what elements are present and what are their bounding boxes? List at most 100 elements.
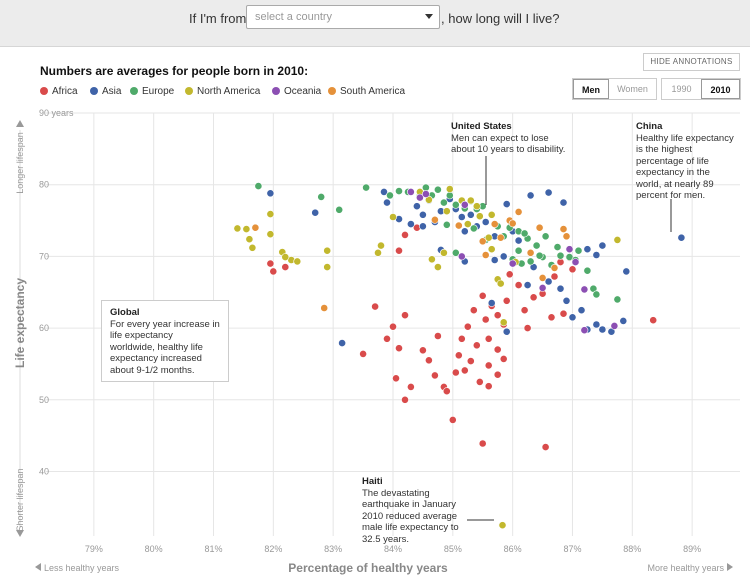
point-north-america: [323, 263, 332, 271]
legend-label: Europe: [142, 86, 175, 97]
point-asia: [460, 227, 469, 236]
point-europe: [451, 200, 460, 209]
x-tick-label: 80%: [145, 544, 163, 554]
point-north-america: [266, 230, 275, 239]
point-africa: [499, 354, 508, 363]
point-asia: [487, 299, 496, 307]
point-europe: [395, 187, 403, 195]
point-africa: [433, 332, 442, 340]
point-asia: [383, 198, 391, 207]
legend-item-south-america[interactable]: South America: [328, 86, 405, 97]
point-europe: [532, 241, 541, 250]
point-africa: [281, 263, 290, 271]
point-asia: [577, 306, 586, 315]
point-africa: [448, 415, 457, 424]
point-africa: [520, 306, 529, 315]
legend-item-north-america[interactable]: North America: [185, 86, 260, 97]
point-south-america: [496, 233, 505, 242]
annotation-text: Healthy life expectancy is the highest p…: [636, 132, 734, 202]
point-europe: [541, 232, 550, 241]
point-south-america: [454, 221, 463, 230]
top-bar: If I'm from select a country , how long …: [0, 0, 750, 47]
point-africa: [523, 324, 532, 332]
point-north-america: [442, 207, 451, 216]
point-asia: [568, 313, 577, 322]
annotation-global: Global For every year increase in life e…: [101, 300, 229, 382]
point-africa: [559, 309, 568, 318]
point-africa: [266, 259, 275, 268]
point-asia: [418, 210, 427, 219]
point-south-america: [481, 251, 490, 259]
point-europe: [254, 182, 263, 190]
x-tick-label: 83%: [324, 544, 342, 554]
point-north-america: [472, 202, 481, 211]
annotation-united-states: United States Men can expect to lose abo…: [451, 121, 569, 156]
sex-toggle: Men Women: [572, 78, 657, 100]
hide-annotations-button[interactable]: HIDE ANNOTATIONS: [643, 53, 740, 71]
legend-item-europe[interactable]: Europe: [130, 86, 174, 97]
women-button[interactable]: Women: [617, 84, 648, 94]
men-button[interactable]: Men: [573, 79, 609, 99]
annotation-text: The devastating earthquake in January 20…: [362, 487, 459, 545]
y-tick-label: 50: [39, 395, 49, 405]
point-africa: [430, 371, 439, 380]
legend-swatch: [185, 87, 193, 95]
point-africa: [424, 356, 433, 365]
point-africa: [475, 377, 484, 386]
point-north-america: [496, 279, 505, 288]
point-africa: [550, 272, 559, 281]
point-north-america: [374, 248, 382, 257]
point-south-america: [559, 225, 568, 233]
y-top-note: Longer lifespan: [15, 132, 25, 194]
legend-item-africa[interactable]: Africa: [40, 86, 78, 97]
point-asia: [311, 208, 320, 217]
point-africa: [493, 311, 502, 320]
point-europe: [362, 183, 370, 192]
legend-swatch: [272, 87, 280, 95]
question-suffix: , how long will I live?: [441, 11, 560, 26]
point-north-america: [498, 521, 507, 530]
legend-item-oceania[interactable]: Oceania: [272, 86, 321, 97]
x-tick-label: 82%: [264, 544, 282, 554]
year-toggle: 1990 2010: [661, 78, 741, 100]
point-africa: [389, 322, 397, 331]
country-select[interactable]: select a country: [246, 5, 440, 29]
point-europe: [592, 290, 601, 299]
point-europe: [469, 224, 478, 233]
point-north-america: [433, 263, 442, 271]
year-2010-button[interactable]: 2010: [701, 79, 740, 99]
point-asia: [523, 281, 532, 289]
x-tick-label: 81%: [205, 544, 223, 554]
point-asia: [559, 198, 568, 207]
point-africa: [401, 230, 409, 239]
annotation-title: China: [636, 121, 663, 132]
point-africa: [457, 334, 466, 343]
point-south-america: [535, 223, 544, 232]
point-south-america: [538, 273, 547, 282]
point-asia: [544, 277, 553, 286]
point-africa: [493, 370, 502, 379]
point-north-america: [248, 243, 257, 252]
point-oceania: [580, 285, 589, 294]
point-north-america: [233, 224, 242, 233]
point-asia: [622, 267, 631, 276]
point-africa: [478, 439, 487, 448]
legend-item-asia[interactable]: Asia: [90, 86, 121, 97]
annotation-text: For every year increase in life expectan…: [110, 318, 220, 376]
y-bottom-note: Shorter lifespan: [15, 468, 25, 531]
point-africa: [359, 349, 367, 358]
x-tick-label: 87%: [563, 544, 581, 554]
point-south-america: [320, 304, 329, 312]
x-axis-label: Percentage of healthy years: [288, 561, 448, 575]
point-europe: [442, 220, 451, 229]
point-europe: [514, 246, 523, 255]
point-asia: [562, 296, 571, 305]
point-oceania: [538, 283, 547, 292]
legend-swatch: [130, 87, 138, 95]
y-tick-label: 90 years: [39, 108, 74, 118]
point-south-america: [550, 263, 559, 272]
point-south-america: [490, 220, 499, 228]
point-north-america: [245, 235, 254, 244]
year-1990-button[interactable]: 1990: [671, 84, 692, 94]
